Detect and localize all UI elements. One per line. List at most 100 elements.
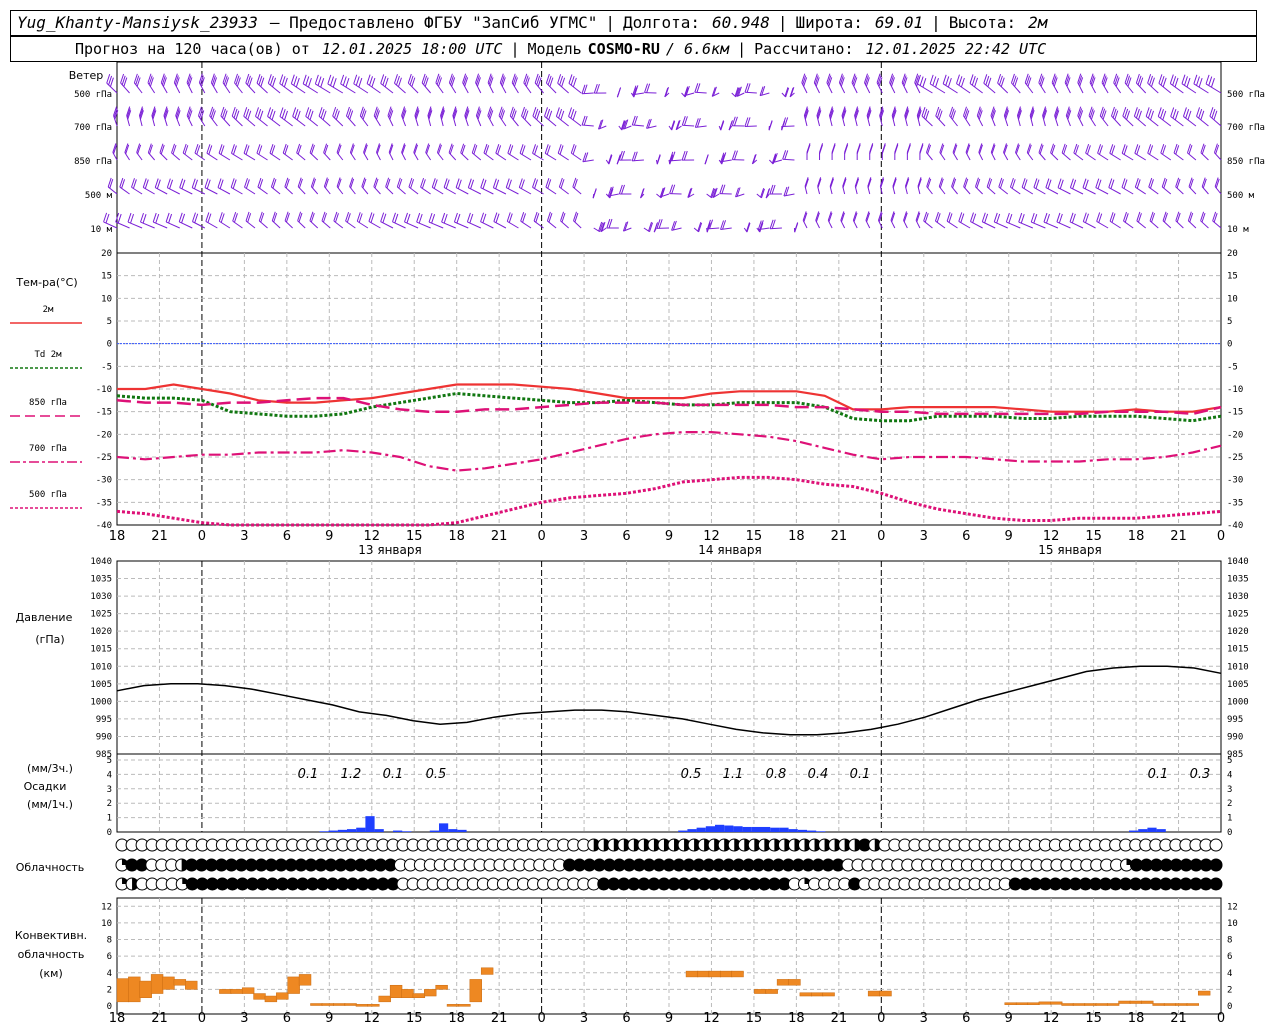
wind-barb-feather [449,144,454,155]
wind-barb-feather [815,77,820,87]
temp-tick-label: -20 [96,430,112,440]
precip-bar [319,831,329,832]
wind-barb-feather [523,73,528,83]
time-tick-label: 18 [1128,1011,1145,1024]
wind-barb-feather [598,120,602,130]
pressure-tick-label: 1000 [90,697,112,707]
wind-barb-feather [658,219,663,229]
temp-tick-label: -40 [96,521,112,531]
convective-bar [173,979,187,986]
wind-barb-feather [1099,106,1104,117]
wind-barb-feather [209,106,214,117]
wind-barb-feather [466,212,471,223]
wind-barb-feather [205,212,210,222]
wind-barb [735,193,745,198]
wind-barb-feather [448,143,453,153]
convective-bar [1027,1002,1040,1005]
precip-3h-label: 0.1 [383,767,404,782]
wind-barb-feather [922,78,927,88]
wind-barb-feather [1072,179,1077,189]
temp-legend-label: Td 2м [34,350,62,360]
convective-bar [480,967,494,975]
time-tick-label: 0 [198,1011,206,1024]
wind-barb-feather [411,77,416,87]
wind-barb-feather [842,178,847,188]
wind-barb-feather [681,150,686,161]
temp-legend-label: 700 гПа [29,444,67,454]
convective-bar [412,993,426,998]
convective-bar [253,993,266,1000]
wind-barb-feather [257,177,262,188]
precip-3h-label: 0.3 [1190,767,1211,782]
wind-barb-feather [804,108,809,118]
wind-barb-feather [373,106,378,116]
wind-barb-feather [133,73,138,84]
wind-barb-feather [350,144,355,155]
wind-barb-feather [963,177,968,187]
sep: | [510,40,520,58]
time-tick-label: 12 [1043,529,1060,544]
wind-barb [772,159,783,164]
wind-barb-feather [951,110,956,120]
wind-barb-feather [1212,211,1217,222]
wind-barb-feather [1084,179,1089,189]
wind-barb [675,125,682,131]
wind-barb-feather [507,144,512,154]
precip-bar [347,829,357,832]
wind-barb-feather [436,143,441,153]
wind-barb-feather [336,177,341,187]
wind-barb-feather [1073,143,1078,154]
precip-bar [1138,829,1148,832]
wind-barb-feather [123,77,128,87]
wind-barb-feather [1124,73,1129,84]
wind-barb-feather [1173,143,1178,154]
wind-barb-feather [247,110,252,120]
wind-barb-feather [766,188,771,198]
wind-barb-feather [438,144,442,155]
wind-barb-feather [558,177,563,188]
wind-barb-feather [867,178,872,188]
precip-3h-label: 0.4 [808,767,829,782]
wind-barb-feather [735,87,740,98]
wind-barb-feather [1024,73,1029,84]
wind-barb-feather [509,145,514,155]
wind-barb-feather [624,221,629,231]
precip-bar [816,831,826,832]
wind-barb-feather [853,212,858,222]
wind-barb-feather [401,144,406,154]
lat-value: 69.01 [874,13,924,32]
wind-barb-feather [273,212,278,223]
wind-barb-feather [1047,179,1052,189]
wind-barb-feather [719,184,724,194]
wind-barb-feather [827,211,832,221]
wind-barb-feather [831,144,836,154]
wind-barb-feather [621,120,626,131]
wind-barb-feather [1211,108,1216,119]
wind-barb-feather [281,109,286,119]
wind-barb-feather [408,177,413,188]
wind-barb-feather [632,85,637,95]
wind-barb-feather [521,145,526,155]
wind-barb-feather [713,187,718,198]
wind-barb-feather [107,177,112,188]
wind-barb-feather [232,211,237,222]
wind-barb-feather [284,145,289,155]
temp-tick-label: -25 [96,453,112,463]
wind-barb-feather [382,75,387,86]
wind-barb-feather [284,211,289,221]
wind-barb-feather [1137,213,1142,223]
convective-bar [321,1003,334,1006]
wind-barb-feather [711,87,716,97]
wind-barb-feather [174,75,179,85]
wind-barb-feather [187,75,192,85]
wind-barb-feather [416,212,421,223]
wind-barb-feather [599,119,604,129]
wind-barb-feather [271,145,276,155]
time-tick-label: 6 [283,1011,291,1024]
wind-barb-feather [878,212,883,222]
wind-barb [759,92,770,97]
wind-barb-feather [785,87,790,98]
wind-barb-feather [1114,75,1119,85]
wind-barb-feather [618,184,623,195]
wind-barb-feather [401,108,406,118]
